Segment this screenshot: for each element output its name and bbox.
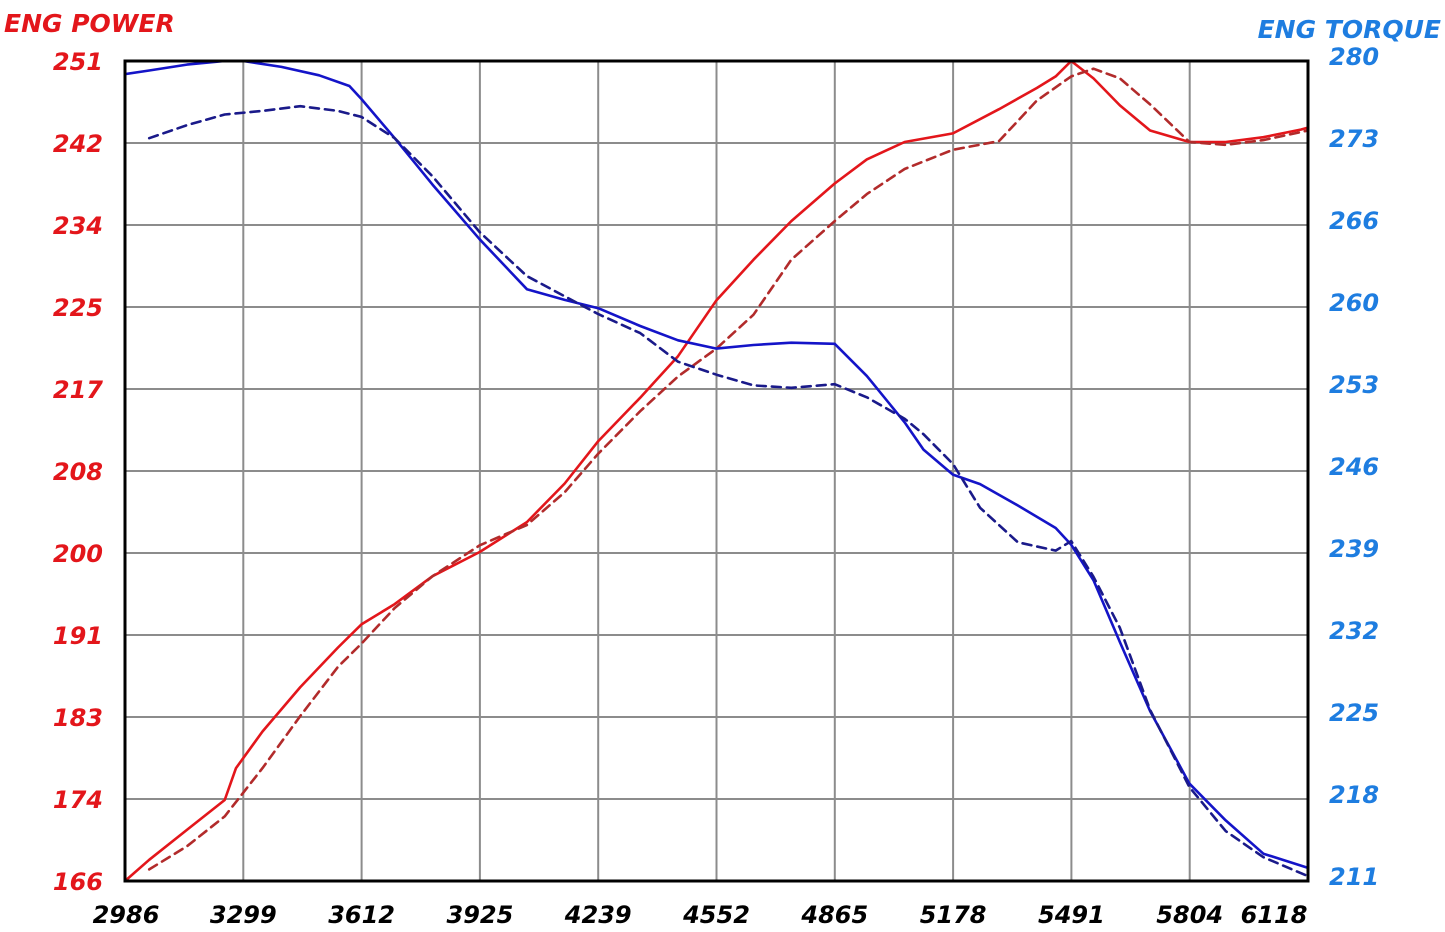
x-axis-tick-label: 2986 [93, 901, 160, 929]
right-axis-tick-label: 280 [1329, 43, 1379, 71]
torque-solid-series-line [123, 59, 1310, 870]
plot-frame [123, 59, 1310, 883]
series-group [123, 59, 1310, 883]
x-axis-tick-label: 5178 [920, 901, 987, 929]
right-axis-title: ENG TORQUE [1258, 15, 1441, 44]
right-axis-tick-label: 246 [1329, 453, 1379, 481]
x-axis-ticks: 2986 3299 3612 3925 4239 4552 4865 5178 5491 5804… [93, 901, 1308, 929]
power-solid-series-line [123, 59, 1310, 883]
power-dashed-series-line [147, 67, 1310, 871]
right-axis-tick-label: 211 [1329, 863, 1379, 891]
x-axis-tick-label: 5491 [1038, 901, 1105, 929]
left-axis-tick-label: 174 [53, 786, 103, 814]
right-axis-tick-label: 273 [1329, 125, 1379, 153]
left-axis-tick-label: 200 [53, 540, 103, 568]
left-axis-tick-label: 191 [53, 622, 103, 650]
left-axis-tick-label: 183 [53, 704, 103, 732]
right-axis-tick-label: 218 [1329, 781, 1379, 809]
x-axis-tick-label: 6118 [1241, 901, 1308, 929]
left-axis-tick-label: 166 [53, 868, 103, 896]
x-axis-tick-label: 3612 [328, 901, 395, 929]
right-axis-tick-label: 232 [1329, 617, 1379, 645]
x-axis-tick-label: 4552 [682, 901, 750, 929]
x-axis-tick-label: 3925 [447, 901, 514, 929]
left-axis-tick-label: 251 [53, 48, 103, 76]
left-axis-tick-label: 225 [53, 294, 103, 322]
left-axis-title: ENG POWER [4, 9, 175, 38]
left-axis-tick-label: 208 [53, 458, 103, 486]
grid-lines [125, 61, 1308, 881]
x-axis-tick-label: 3299 [210, 901, 277, 929]
x-axis-tick-label: 5804 [1156, 901, 1223, 929]
left-axis-ticks: 251 242 234 225 217 208 200 191 183 174 166 [53, 48, 103, 896]
torque-dashed-series-line [147, 104, 1310, 878]
left-axis-tick-label: 242 [53, 130, 103, 158]
right-axis-tick-label: 225 [1329, 699, 1379, 727]
x-axis-tick-label: 4239 [564, 901, 632, 929]
left-axis-tick-label: 234 [53, 212, 103, 240]
right-axis-tick-label: 253 [1329, 371, 1379, 399]
right-axis-tick-label: 266 [1329, 207, 1379, 235]
right-axis-ticks: 280 273 266 260 253 246 239 232 225 218 211 [1329, 43, 1379, 891]
x-axis-tick-label: 4865 [800, 901, 868, 929]
left-axis-tick-label: 217 [53, 376, 103, 404]
right-axis-tick-label: 260 [1329, 289, 1379, 317]
right-axis-tick-label: 239 [1329, 535, 1379, 563]
